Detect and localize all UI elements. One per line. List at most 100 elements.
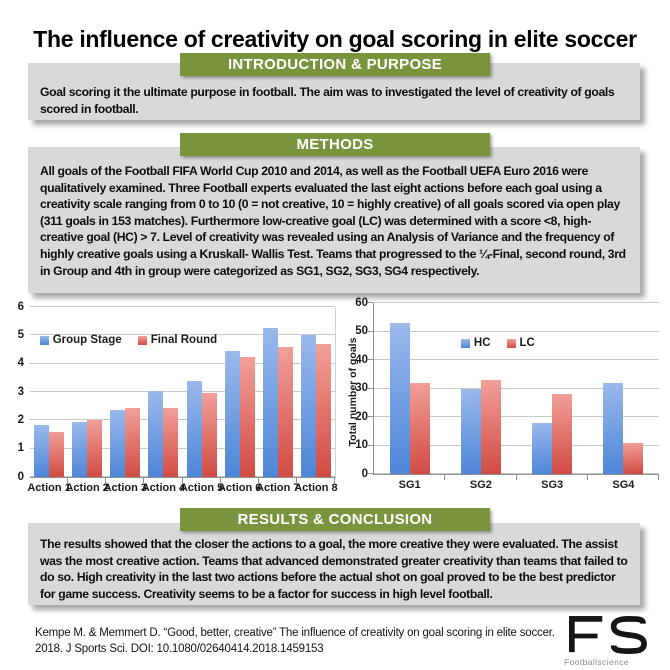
bar-group-stage-action-6	[224, 350, 240, 477]
y-tick-label: 20	[355, 410, 368, 423]
bar-final-round-action-5	[201, 393, 217, 477]
gridline	[368, 416, 659, 417]
category-Action 1: Action 1	[27, 307, 71, 494]
bar-group-stage-action-7	[262, 328, 278, 477]
poster-title: The influence of creativity on goal scor…	[33, 26, 637, 53]
bar-final-round-action-2	[87, 420, 103, 477]
results-panel: The results showed that the closer the a…	[28, 523, 640, 605]
x-tick-label: SG3	[541, 479, 564, 491]
legend-entry: Final Round	[137, 334, 218, 347]
y-tick-label: 10	[355, 438, 368, 451]
footballscience-logo: Footballscience	[564, 615, 660, 667]
gridline	[368, 302, 659, 303]
bar-hc-sg2	[460, 388, 481, 474]
x-tick-label: SG4	[612, 479, 635, 491]
section-header-results: RESULTS & CONCLUSION	[180, 508, 490, 531]
category-SG1: SG1	[374, 303, 446, 491]
gridline	[30, 419, 335, 421]
y-axis-tick	[368, 330, 373, 332]
bar-group-stage-action-3	[110, 410, 126, 477]
x-tick-label: Action 8	[294, 482, 338, 494]
legend-swatch	[460, 338, 470, 348]
gridline	[30, 334, 335, 336]
x-tick-label: Action 1	[27, 482, 71, 494]
gridline	[30, 476, 335, 477]
section-header-introduction: INTRODUCTION & PURPOSE	[180, 53, 490, 76]
bar-final-round-action-3	[125, 407, 141, 477]
legend-swatch	[506, 338, 516, 348]
x-tick-label: Action 2	[65, 482, 109, 494]
bar-final-round-action-1	[49, 431, 65, 477]
legend-label: HC	[473, 337, 491, 349]
legend-entry: HC	[460, 337, 491, 349]
category-Action 7: Action 7	[256, 307, 300, 494]
methods-text: All goals of the Football FIFA World Cup…	[40, 164, 626, 278]
bar-group-stage-action-8	[300, 335, 316, 477]
legend-swatch	[137, 335, 147, 345]
bar-hc-sg4	[603, 382, 624, 474]
bar-group-stage-action-4	[148, 390, 164, 477]
category-Action 2: Action 2	[65, 307, 109, 494]
results-text: The results showed that the closer the a…	[40, 537, 628, 601]
plot-area: 0 10 20 30 40 50 60 SG1 SG2 SG3 SG4	[355, 297, 660, 491]
category-Action 3: Action 3	[104, 307, 147, 494]
y-tick-label: 0	[361, 467, 368, 480]
y-axis-tick	[368, 302, 373, 303]
bar-lc-sg2	[480, 379, 501, 474]
category-Action 5: Action 5	[180, 307, 223, 494]
legend-entry: LC	[506, 337, 535, 349]
bar-hc-sg1	[389, 322, 410, 474]
logo-subtext: Footballscience	[564, 657, 630, 667]
legend-label: Final Round	[150, 334, 218, 347]
y-tick-label: 3	[17, 385, 24, 398]
bar-group-stage-action-5	[186, 380, 202, 477]
y-axis-tick	[368, 444, 373, 446]
y-tick-label: 2	[17, 413, 24, 426]
category-SG3: SG3	[517, 303, 589, 491]
gridline	[30, 391, 335, 392]
bar-lc-sg3	[552, 394, 573, 474]
gridline	[368, 444, 659, 446]
x-tick-label: SG1	[398, 479, 421, 491]
y-tick-label: 4	[17, 356, 24, 369]
bar-final-round-action-6	[239, 356, 255, 477]
citation: Kempe M. & Memmert D. “Good, better, cre…	[35, 627, 555, 655]
category-SG2: SG2	[445, 303, 517, 491]
x-tick-label: SG2	[469, 479, 492, 491]
y-tick-label: 50	[355, 324, 368, 337]
y-tick-label: 60	[355, 296, 368, 309]
bar-lc-sg4	[623, 442, 644, 474]
y-tick-label: 1	[17, 441, 24, 454]
category-SG4: SG4	[588, 303, 660, 491]
y-tick-label: 6	[17, 300, 24, 313]
bar-hc-sg3	[532, 422, 553, 474]
bars-layer: Action 1 Action 2 Action 3 Action 4 Action 5…	[27, 307, 338, 494]
y-tick-label: 40	[355, 353, 368, 366]
bar-final-round-action-4	[163, 407, 179, 477]
chart-legend: Group Stage Final Round	[39, 334, 218, 347]
gridline	[30, 447, 335, 449]
y-tick-label: 30	[355, 381, 368, 394]
category-Action 4: Action 4	[142, 307, 185, 494]
bar-group-stage-action-2	[72, 421, 88, 477]
methods-panel: All goals of the Football FIFA World Cup…	[28, 147, 640, 293]
section-header-methods: METHODS	[180, 133, 490, 156]
legend-label: LC	[519, 337, 535, 349]
y-axis-tick	[368, 387, 373, 389]
bar-final-round-action-7	[277, 346, 293, 477]
legend-swatch	[39, 335, 49, 345]
bar-final-round-action-8	[315, 343, 331, 477]
fs-logo-icon	[569, 615, 647, 655]
introduction-text: Goal scoring it the ultimate purpose in …	[40, 85, 615, 116]
x-tick-label: Action 7	[256, 482, 300, 494]
chart-goals-by-strength-group: Total number of goals 0 10 20 30 40 50 60 SG1 SG…	[345, 295, 667, 505]
y-tick-label: 0	[17, 470, 24, 483]
legend-label: Group Stage	[52, 334, 122, 347]
category-Action 8: Action 8	[294, 307, 338, 494]
chart-legend: HC LC	[460, 337, 535, 349]
legend-entry: Group Stage	[39, 334, 122, 347]
y-tick-label: 5	[17, 328, 24, 341]
